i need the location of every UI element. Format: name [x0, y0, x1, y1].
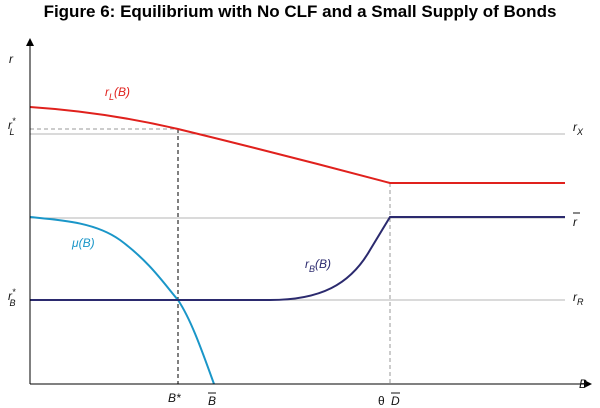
mu-curve-label: μ(B) [71, 236, 95, 250]
rx-label: rX [573, 120, 584, 137]
bbar-tick-label: B [208, 394, 216, 408]
rb-curve [30, 216, 565, 301]
bstar-tick-label: B* [168, 391, 181, 405]
rl-star-label: r* L [8, 116, 16, 137]
y-axis-label: r [9, 52, 14, 66]
rl-curve-label: rL(B) [105, 85, 130, 102]
rl-curve [29, 106, 565, 184]
x-axis-label: B [579, 377, 587, 391]
rr-label: rR [573, 290, 584, 307]
dbar-tick-label: D [391, 394, 400, 408]
figure-title: Figure 6: Equilibrium with No CLF and a … [43, 2, 557, 21]
rb-curve-label: rB(B) [305, 257, 331, 274]
rbar-label: r [573, 215, 578, 229]
rb-star-label: r* B [8, 287, 16, 308]
theta-tick-label: θ [378, 394, 385, 408]
mu-curve [29, 216, 215, 385]
